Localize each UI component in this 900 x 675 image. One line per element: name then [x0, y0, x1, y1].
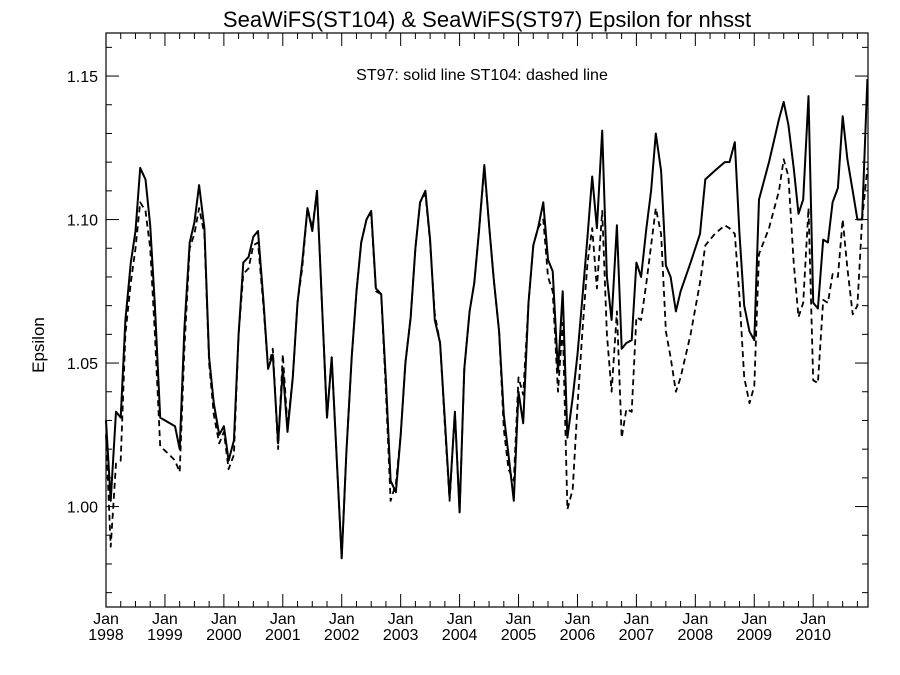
x-tick-label-year: 1999 — [147, 627, 183, 644]
x-tick-label-month: Jan — [741, 611, 767, 628]
x-tick-label-month: Jan — [93, 611, 119, 628]
x-tick-label-month: Jan — [152, 611, 178, 628]
x-tick-label-month: Jan — [682, 611, 708, 628]
series-layer — [105, 78, 869, 560]
solid-series-line — [105, 78, 869, 560]
x-tick-label-year: 2007 — [619, 627, 655, 644]
x-tick-label-month: Jan — [388, 611, 414, 628]
x-tick-label-month: Jan — [506, 611, 532, 628]
x-tick-label-month: Jan — [211, 611, 237, 628]
x-tick-label-year: 2005 — [501, 627, 537, 644]
x-tick-label-month: Jan — [800, 611, 826, 628]
y-tick-label: 1.00 — [67, 500, 98, 517]
x-tick-label-year: 2002 — [324, 627, 360, 644]
x-tick-label-month: Jan — [270, 611, 296, 628]
x-tick-label-year: 2009 — [736, 627, 772, 644]
x-tick-label-year: 2001 — [265, 627, 301, 644]
plot-frame — [105, 32, 869, 608]
x-tick-label-year: 2003 — [383, 627, 419, 644]
legend-annotation: ST97: solid line ST104: dashed line — [356, 67, 608, 84]
y-axis-title: Epsilon — [29, 317, 48, 373]
x-tick-label-year: 1998 — [88, 627, 124, 644]
y-tick-label: 1.10 — [67, 213, 98, 230]
axis-ticks: 1.001.051.101.15Jan1998Jan1999Jan2000Jan… — [67, 33, 868, 644]
x-tick-label-year: 2006 — [560, 627, 596, 644]
y-tick-label: 1.15 — [67, 69, 98, 86]
x-tick-label-month: Jan — [329, 611, 355, 628]
chart-title: SeaWiFS(ST104) & SeaWiFS(ST97) Epsilon f… — [223, 7, 751, 32]
x-tick-label-year: 2004 — [442, 627, 478, 644]
x-tick-label-month: Jan — [447, 611, 473, 628]
y-tick-label: 1.05 — [67, 356, 98, 373]
dashed-series-line — [105, 158, 869, 560]
x-tick-label-year: 2000 — [206, 627, 242, 644]
x-tick-label-month: Jan — [623, 611, 649, 628]
x-tick-label-year: 2008 — [678, 627, 714, 644]
x-tick-label-year: 2010 — [795, 627, 831, 644]
x-tick-label-month: Jan — [565, 611, 591, 628]
